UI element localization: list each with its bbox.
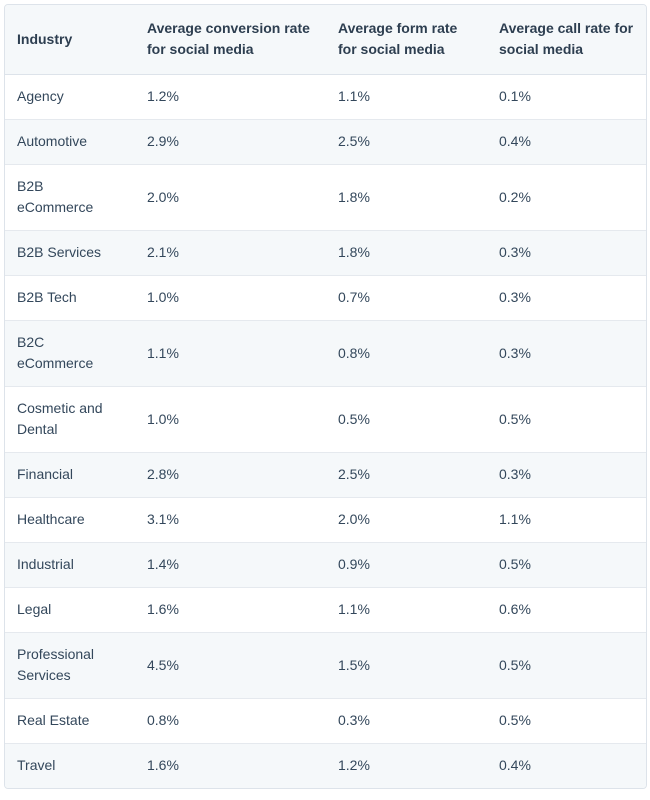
- form-rate-cell: 1.1%: [326, 74, 487, 120]
- table-row: B2B Tech 1.0% 0.7% 0.3%: [5, 275, 646, 321]
- form-rate-cell: 2.5%: [326, 452, 487, 498]
- form-rate-cell: 0.7%: [326, 275, 487, 321]
- form-rate-cell: 0.9%: [326, 542, 487, 588]
- industry-cell: Industrial: [5, 542, 135, 588]
- table-row: Cosmetic and Dental 1.0% 0.5% 0.5%: [5, 386, 646, 453]
- conversion-rate-cell: 1.4%: [135, 542, 326, 588]
- form-rate-cell: 1.5%: [326, 632, 487, 699]
- call-rate-cell: 0.6%: [487, 587, 646, 633]
- conversion-rate-cell: 2.1%: [135, 230, 326, 276]
- table-row: B2C eCommerce 1.1% 0.8% 0.3%: [5, 320, 646, 387]
- form-rate-cell: 0.3%: [326, 698, 487, 744]
- industry-cell: Legal: [5, 587, 135, 633]
- form-rate-cell: 1.8%: [326, 230, 487, 276]
- header-row: Industry Average conversion rate for soc…: [5, 5, 646, 75]
- call-rate-cell: 0.5%: [487, 542, 646, 588]
- form-rate-cell: 1.8%: [326, 164, 487, 231]
- industry-cell: Agency: [5, 74, 135, 120]
- call-rate-cell: 0.1%: [487, 74, 646, 120]
- conversion-rate-cell: 2.0%: [135, 164, 326, 231]
- industry-cell: B2B Tech: [5, 275, 135, 321]
- table-row: Professional Services 4.5% 1.5% 0.5%: [5, 632, 646, 699]
- call-rate-cell: 0.3%: [487, 452, 646, 498]
- table-body: Agency 1.2% 1.1% 0.1% Automotive 2.9% 2.…: [5, 74, 646, 788]
- form-rate-cell: 2.5%: [326, 119, 487, 165]
- form-rate-cell: 0.5%: [326, 386, 487, 453]
- conversion-rate-cell: 1.1%: [135, 320, 326, 387]
- industry-cell: B2B eCommerce: [5, 164, 135, 231]
- table-row: B2B Services 2.1% 1.8% 0.3%: [5, 230, 646, 276]
- table-row: Legal 1.6% 1.1% 0.6%: [5, 587, 646, 633]
- conversion-rate-cell: 4.5%: [135, 632, 326, 699]
- industry-cell: Automotive: [5, 119, 135, 165]
- call-rate-cell: 0.4%: [487, 743, 646, 788]
- table-row: Travel 1.6% 1.2% 0.4%: [5, 743, 646, 788]
- call-rate-cell: 0.3%: [487, 320, 646, 387]
- conversion-rate-cell: 1.0%: [135, 275, 326, 321]
- table-row: Automotive 2.9% 2.5% 0.4%: [5, 119, 646, 165]
- call-rate-cell: 1.1%: [487, 497, 646, 543]
- call-rate-cell: 0.4%: [487, 119, 646, 165]
- call-rate-cell: 0.3%: [487, 230, 646, 276]
- conversion-rate-cell: 2.9%: [135, 119, 326, 165]
- form-rate-cell: 0.8%: [326, 320, 487, 387]
- table-row: Real Estate 0.8% 0.3% 0.5%: [5, 698, 646, 744]
- conversion-rates-table: Industry Average conversion rate for soc…: [5, 5, 646, 788]
- conversion-rate-cell: 1.6%: [135, 743, 326, 788]
- form-rate-cell: 2.0%: [326, 497, 487, 543]
- table-header: Industry Average conversion rate for soc…: [5, 5, 646, 75]
- industry-cell: Cosmetic and Dental: [5, 386, 135, 453]
- table-row: Healthcare 3.1% 2.0% 1.1%: [5, 497, 646, 543]
- conversion-rate-cell: 1.6%: [135, 587, 326, 633]
- table-row: Industrial 1.4% 0.9% 0.5%: [5, 542, 646, 588]
- conversion-rate-cell: 3.1%: [135, 497, 326, 543]
- header-call-rate: Average call rate for social media: [487, 5, 646, 75]
- table-row: Agency 1.2% 1.1% 0.1%: [5, 74, 646, 120]
- conversion-rate-cell: 1.0%: [135, 386, 326, 453]
- industry-cell: B2B Services: [5, 230, 135, 276]
- form-rate-cell: 1.1%: [326, 587, 487, 633]
- header-form-rate: Average form rate for social media: [326, 5, 487, 75]
- form-rate-cell: 1.2%: [326, 743, 487, 788]
- call-rate-cell: 0.5%: [487, 632, 646, 699]
- industry-cell: Travel: [5, 743, 135, 788]
- conversion-rate-cell: 2.8%: [135, 452, 326, 498]
- conversion-rates-table-container: Industry Average conversion rate for soc…: [4, 4, 647, 789]
- industry-cell: B2C eCommerce: [5, 320, 135, 387]
- call-rate-cell: 0.5%: [487, 386, 646, 453]
- table-row: Financial 2.8% 2.5% 0.3%: [5, 452, 646, 498]
- header-conversion-rate: Average conversion rate for social media: [135, 5, 326, 75]
- conversion-rate-cell: 1.2%: [135, 74, 326, 120]
- table-row: B2B eCommerce 2.0% 1.8% 0.2%: [5, 164, 646, 231]
- conversion-rate-cell: 0.8%: [135, 698, 326, 744]
- call-rate-cell: 0.2%: [487, 164, 646, 231]
- call-rate-cell: 0.5%: [487, 698, 646, 744]
- industry-cell: Real Estate: [5, 698, 135, 744]
- call-rate-cell: 0.3%: [487, 275, 646, 321]
- industry-cell: Financial: [5, 452, 135, 498]
- industry-cell: Professional Services: [5, 632, 135, 699]
- header-industry: Industry: [5, 5, 135, 75]
- industry-cell: Healthcare: [5, 497, 135, 543]
